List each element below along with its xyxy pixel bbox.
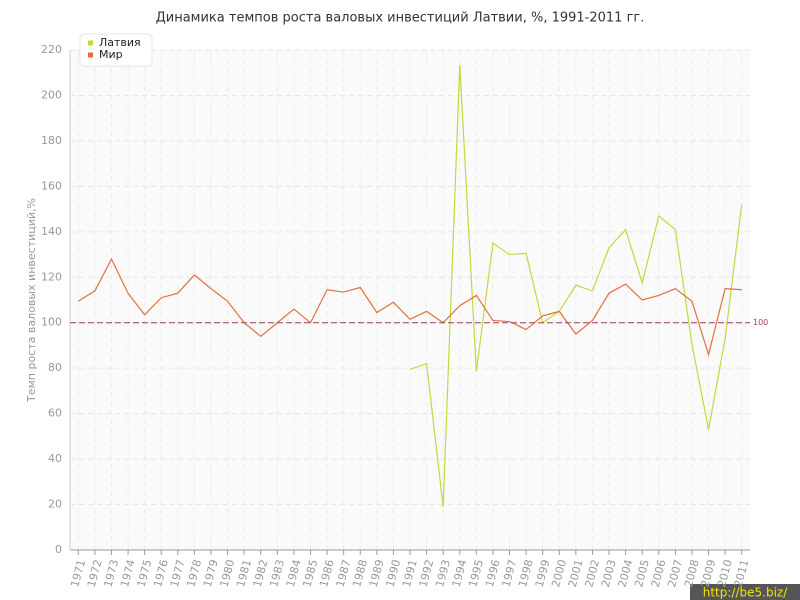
y-tick-label: 120 bbox=[41, 270, 62, 283]
watermark: http://be5.biz/ bbox=[703, 586, 788, 600]
series-line bbox=[77, 257, 742, 357]
grid bbox=[70, 49, 750, 551]
legend-swatch bbox=[88, 40, 93, 46]
legend-label: Латвия bbox=[99, 36, 141, 49]
y-axis-label: Темп роста валовых инвестиций,% bbox=[25, 198, 38, 403]
y-tick-label: 0 bbox=[55, 543, 62, 556]
y-tick-label: 80 bbox=[48, 361, 62, 374]
legend-label: Мир bbox=[99, 48, 123, 61]
y-tick-label: 140 bbox=[41, 225, 62, 238]
y-tick-label: 180 bbox=[41, 134, 62, 147]
y-tick-label: 220 bbox=[41, 43, 62, 56]
y-tick-label: 20 bbox=[48, 498, 62, 511]
chart-title: Динамика темпов роста валовых инвестиций… bbox=[156, 11, 645, 26]
y-tick-label: 100 bbox=[41, 316, 62, 329]
y-tick-label: 160 bbox=[41, 179, 62, 192]
y-tick-label: 40 bbox=[48, 452, 62, 465]
legend-swatch bbox=[88, 52, 93, 58]
watermark-box bbox=[690, 584, 800, 600]
reference-label: 100 bbox=[753, 318, 768, 327]
marks bbox=[77, 64, 743, 507]
series-line bbox=[409, 64, 743, 507]
legend bbox=[79, 33, 153, 67]
y-tick-label: 200 bbox=[41, 88, 62, 101]
y-tick-label: 60 bbox=[48, 407, 62, 420]
